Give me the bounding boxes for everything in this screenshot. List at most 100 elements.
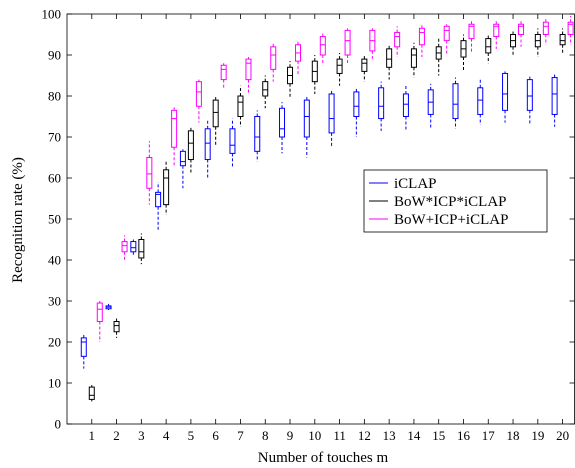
box-plot — [510, 30, 517, 55]
x-tick-label: 18 — [507, 428, 520, 443]
box-plot — [518, 20, 525, 47]
box-plot — [542, 18, 549, 45]
box-plot — [344, 28, 351, 64]
box-plot — [386, 44, 393, 80]
y-tick-label: 80 — [48, 89, 61, 104]
box-plot — [336, 52, 343, 86]
box-plot — [526, 75, 533, 125]
box-iqr — [361, 58, 368, 72]
y-tick-label: 10 — [48, 376, 61, 391]
box-plot — [369, 28, 376, 62]
x-tick-label: 2 — [113, 428, 120, 443]
box-iqr — [155, 191, 162, 208]
x-tick-label: 15 — [432, 428, 445, 443]
box-plot — [452, 77, 459, 129]
box-plot — [443, 24, 450, 55]
y-tick-label: 70 — [48, 130, 61, 145]
box-iqr — [220, 64, 227, 81]
legend: iCLAP BoW*ICP*iCLAP BoW+ICP+iCLAP — [363, 169, 548, 233]
box-plot — [262, 75, 269, 109]
box-iqr — [138, 239, 145, 259]
box-plot — [502, 71, 509, 123]
box-plot — [378, 81, 385, 131]
box-plot — [121, 235, 128, 260]
box-plot — [146, 141, 153, 205]
box-iqr — [567, 21, 574, 36]
box-iqr — [336, 58, 343, 74]
box-iqr — [452, 83, 459, 120]
box-plot — [328, 89, 335, 148]
box-plot — [394, 26, 401, 58]
box-iqr — [518, 23, 525, 35]
x-axis-label: Number of touches m — [258, 450, 389, 466]
y-tick-label: 40 — [48, 253, 61, 268]
box-plot — [229, 118, 236, 168]
box-iqr — [229, 128, 236, 154]
x-tick-label: 19 — [531, 428, 544, 443]
box-plot — [418, 24, 425, 58]
box-plot — [303, 96, 310, 158]
box-plot — [534, 28, 541, 58]
series-2 — [96, 16, 574, 342]
box-iqr — [353, 91, 360, 118]
legend-label-bow-star: BoW*ICP*iCLAP — [394, 194, 507, 210]
box-iqr — [542, 21, 549, 36]
box-plot — [468, 20, 475, 53]
box-plot — [195, 79, 202, 123]
x-tick-label: 7 — [237, 428, 244, 443]
box-iqr — [212, 99, 219, 128]
box-plot — [187, 126, 194, 174]
box-iqr — [410, 48, 417, 68]
box-iqr — [502, 72, 509, 111]
box-plot — [559, 28, 566, 53]
box-iqr — [386, 48, 393, 68]
box-plot — [460, 34, 467, 72]
x-tick-label: 5 — [188, 428, 195, 443]
box-plot — [105, 303, 112, 311]
box-iqr — [526, 79, 533, 111]
box-plot — [295, 40, 302, 76]
box-iqr — [146, 157, 153, 189]
series-1 — [88, 28, 566, 402]
box-iqr — [344, 29, 351, 56]
box-plot — [410, 42, 417, 78]
y-tick-label: 60 — [48, 171, 61, 186]
x-tick-label: 3 — [138, 428, 145, 443]
x-tick-label: 8 — [262, 428, 269, 443]
box-iqr — [493, 23, 500, 38]
legend-label-bow-plus: BoW+ICP+iCLAP — [394, 212, 508, 228]
box-iqr — [303, 99, 310, 138]
box-plot — [204, 120, 211, 178]
x-tick-label: 14 — [407, 428, 421, 443]
legend-label-iclap: iCLAP — [394, 176, 437, 192]
box-iqr — [187, 130, 194, 161]
box-iqr — [96, 302, 103, 322]
box-iqr — [163, 169, 170, 206]
box-iqr — [262, 81, 269, 97]
box-plot — [270, 42, 277, 82]
box-plot — [279, 102, 286, 154]
box-iqr — [270, 46, 277, 70]
box-iqr — [328, 93, 335, 134]
box-plot — [179, 149, 186, 189]
y-tick-label: 0 — [55, 417, 62, 432]
box-iqr — [237, 95, 244, 117]
series-layer — [80, 16, 574, 402]
box-plot — [477, 79, 484, 125]
box-iqr — [559, 34, 566, 46]
box-plot — [171, 106, 178, 166]
x-tick-label: 4 — [163, 428, 170, 443]
box-iqr — [121, 241, 128, 253]
series-0 — [80, 71, 558, 369]
box-plot — [80, 333, 87, 369]
x-tick-label: 10 — [308, 428, 321, 443]
box-plot — [435, 38, 442, 76]
box-iqr — [179, 150, 186, 167]
box-iqr — [378, 87, 385, 120]
x-tick-label: 16 — [457, 428, 471, 443]
x-tick-label: 1 — [89, 428, 96, 443]
x-tick-label: 12 — [358, 428, 371, 443]
box-iqr — [394, 31, 401, 48]
box-iqr — [88, 386, 95, 400]
x-tick-label: 9 — [287, 428, 294, 443]
